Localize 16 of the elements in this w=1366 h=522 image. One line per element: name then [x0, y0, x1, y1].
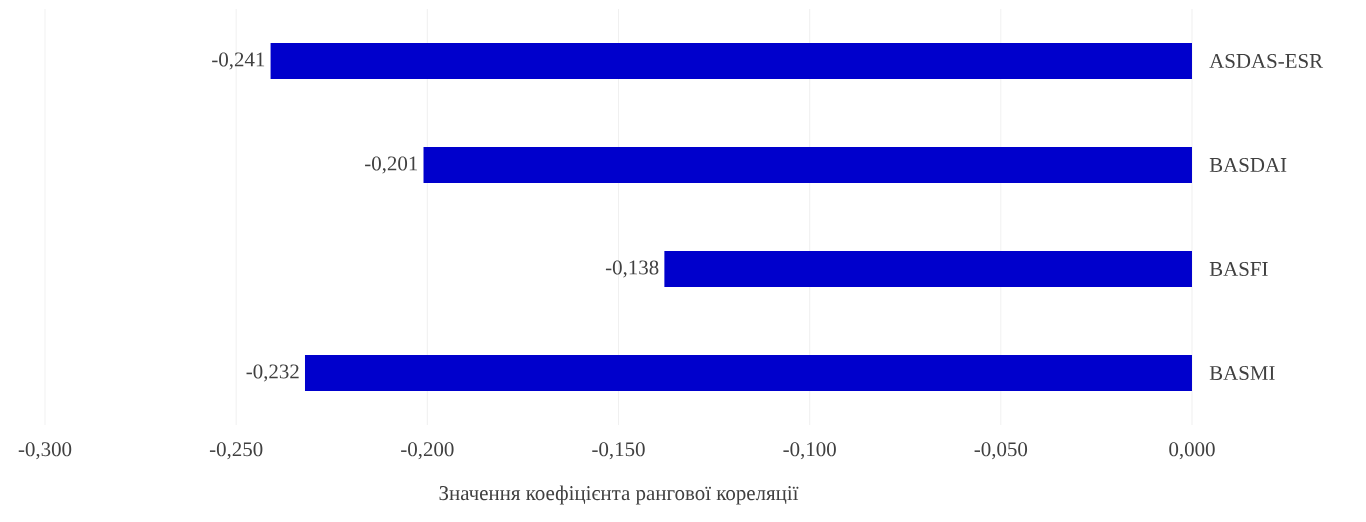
x-tick-label: -0,100 — [783, 442, 836, 460]
y-tick-label: ASDAS-ESR — [1209, 53, 1324, 69]
x-axis-title: Значення коефіцієнта рангової кореляції — [439, 485, 799, 505]
data-label: -0,241 — [212, 52, 265, 70]
data-label: -0,232 — [246, 364, 299, 382]
x-tick-label: 0,000 — [1169, 442, 1215, 460]
x-tick-label: -0,050 — [974, 442, 1028, 460]
y-tick-label: BASDAI — [1209, 157, 1287, 173]
y-tick-label: BASMI — [1209, 365, 1275, 381]
x-tick-label: -0,300 — [18, 442, 72, 460]
x-tick-label: -0,200 — [401, 442, 454, 460]
y-tick-label: BASFI — [1209, 261, 1268, 277]
data-label: -0,201 — [365, 156, 418, 174]
data-label: -0,138 — [605, 260, 659, 278]
x-tick-label: -0,250 — [209, 442, 263, 460]
x-tick-label: -0,150 — [592, 442, 645, 460]
